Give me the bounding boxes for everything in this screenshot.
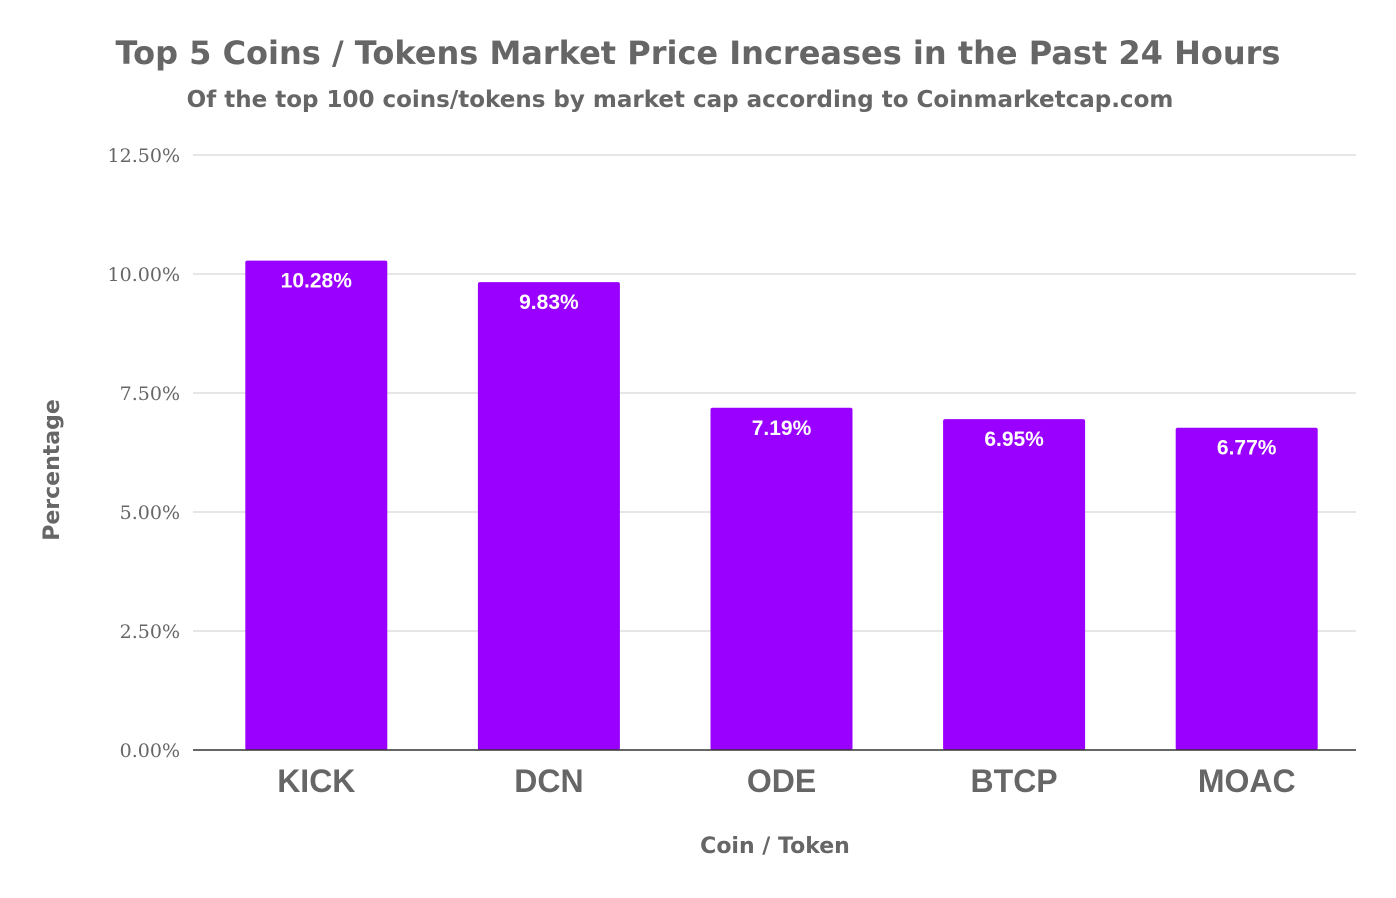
x-axis-label: Coin / Token	[700, 834, 850, 859]
data-label: 6.77%	[1217, 437, 1277, 460]
chart-subtitle: Of the top 100 coins/tokens by market ca…	[187, 87, 1174, 113]
data-label: 9.83%	[519, 291, 579, 314]
x-tick-label: ODE	[747, 763, 816, 799]
chart-title: Top 5 Coins / Tokens Market Price Increa…	[116, 34, 1281, 72]
data-label: 6.95%	[984, 428, 1044, 451]
bars	[245, 260, 1318, 750]
data-label: 10.28%	[281, 270, 353, 293]
data-labels: 10.28% 9.83% 7.19% 6.95% 6.77%	[281, 270, 1277, 460]
bar-kick	[245, 260, 388, 750]
y-tick-label: 0.00%	[120, 740, 180, 762]
y-axis-ticks: 0.00% 2.50% 5.00% 7.50% 10.00% 12.50%	[108, 145, 180, 762]
y-tick-label: 10.00%	[108, 264, 180, 286]
x-tick-label: MOAC	[1198, 763, 1296, 799]
y-tick-label: 2.50%	[120, 621, 180, 643]
data-label: 7.19%	[752, 417, 812, 440]
bar-ode	[710, 407, 853, 750]
y-tick-label: 5.00%	[120, 502, 180, 524]
y-axis-label: Percentage	[40, 399, 65, 541]
y-tick-label: 7.50%	[120, 383, 180, 405]
x-axis-ticks: KICK DCN ODE BTCP MOAC	[277, 763, 1295, 799]
bar-dcn	[477, 282, 620, 750]
bar-btcp	[943, 419, 1086, 750]
x-tick-label: BTCP	[971, 763, 1058, 799]
bar-moac	[1175, 427, 1318, 750]
x-tick-label: KICK	[277, 763, 355, 799]
y-tick-label: 12.50%	[108, 145, 180, 167]
x-tick-label: DCN	[514, 763, 583, 799]
